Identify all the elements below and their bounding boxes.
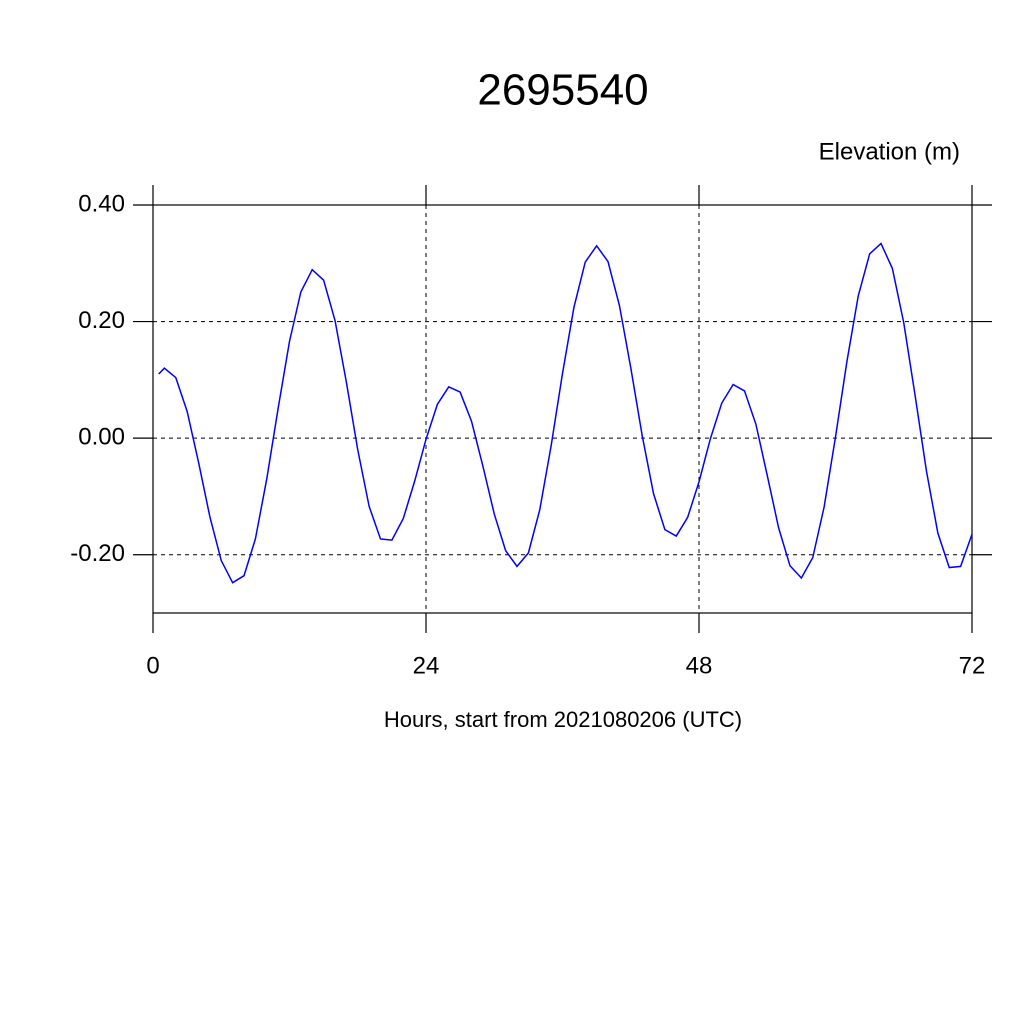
y-tick-label: 0.00 <box>78 423 125 450</box>
y-axis-label: Elevation (m) <box>819 138 960 165</box>
x-tick-label: 0 <box>146 652 159 679</box>
x-tick-label: 24 <box>413 652 440 679</box>
y-tick-label: -0.20 <box>70 540 125 567</box>
y-tick-label: 0.40 <box>78 190 125 217</box>
x-tick-label: 72 <box>959 652 986 679</box>
x-tick-label: 48 <box>686 652 713 679</box>
chart-title: 2695540 <box>477 66 648 115</box>
x-axis-label: Hours, start from 2021080206 (UTC) <box>384 707 742 732</box>
plot-frame <box>152 204 973 614</box>
data-line <box>158 242 973 584</box>
y-tick-label: 0.20 <box>78 307 125 334</box>
